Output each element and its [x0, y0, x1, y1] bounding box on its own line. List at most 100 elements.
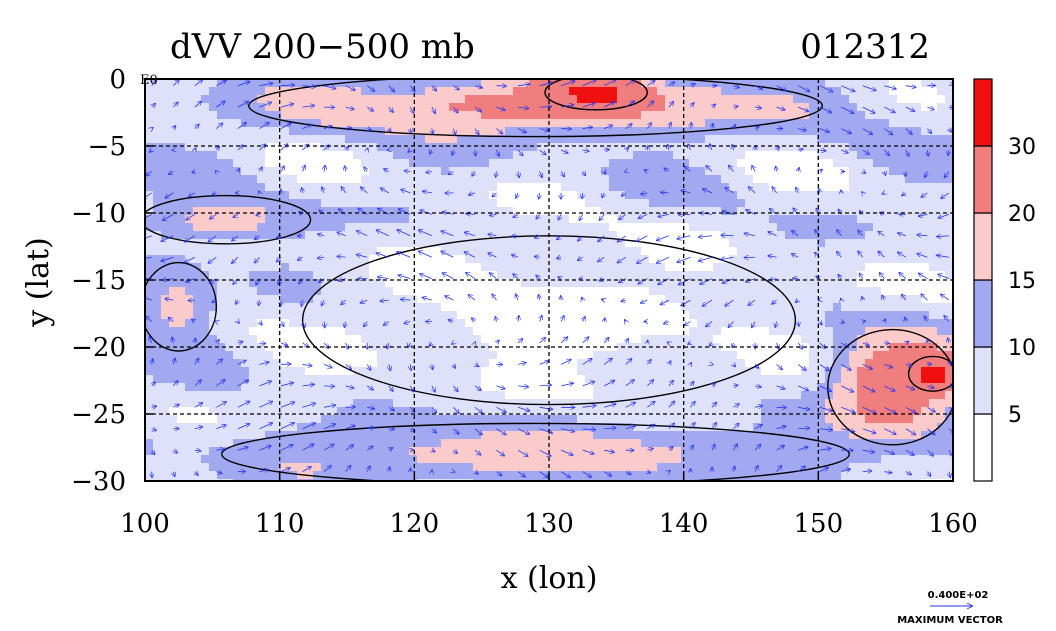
field-cell — [481, 111, 490, 120]
field-cell — [273, 263, 282, 272]
field-cell — [553, 319, 562, 328]
field-cell — [217, 103, 226, 112]
field-cell — [177, 311, 186, 320]
field-cell — [225, 183, 234, 192]
field-cell — [257, 183, 266, 192]
field-cell — [385, 199, 394, 208]
field-cell — [617, 87, 626, 96]
field-cell — [553, 111, 562, 120]
field-cell — [817, 135, 826, 144]
field-cell — [289, 263, 298, 272]
field-cell — [793, 335, 802, 344]
field-cell — [761, 119, 770, 128]
field-cell — [945, 111, 953, 120]
field-cell — [593, 391, 602, 400]
field-cell — [785, 351, 794, 360]
field-cell — [561, 151, 570, 160]
field-cell — [873, 111, 882, 120]
field-cell — [769, 79, 778, 88]
field-cell — [361, 375, 370, 384]
field-cell — [745, 135, 754, 144]
field-cell — [465, 463, 474, 472]
field-cell — [457, 223, 466, 232]
field-cell — [369, 327, 378, 336]
field-cell — [497, 279, 506, 288]
field-cell — [601, 87, 610, 96]
field-cell — [857, 79, 866, 88]
field-cell — [777, 327, 786, 336]
field-cell — [777, 119, 786, 128]
field-cell — [481, 327, 490, 336]
field-cell — [209, 263, 218, 272]
field-cell — [697, 191, 706, 200]
field-cell — [449, 239, 458, 248]
field-cell — [305, 455, 314, 464]
field-cell — [513, 439, 522, 448]
field-cell — [345, 439, 354, 448]
field-cell — [673, 439, 682, 448]
field-cell — [465, 143, 474, 152]
field-cell — [345, 199, 354, 208]
field-cell — [249, 103, 258, 112]
field-cell — [265, 375, 274, 384]
field-cell — [905, 215, 914, 224]
field-cell — [169, 423, 178, 432]
field-cell — [921, 351, 930, 360]
field-cell — [417, 239, 426, 248]
field-cell — [673, 167, 682, 176]
field-cell — [649, 167, 658, 176]
field-cell — [833, 407, 842, 416]
field-cell — [897, 319, 906, 328]
field-cell — [521, 415, 530, 424]
field-cell — [793, 79, 802, 88]
field-cell — [457, 415, 466, 424]
field-cell — [657, 271, 666, 280]
field-cell — [697, 95, 706, 104]
field-cell — [945, 135, 953, 144]
field-cell — [841, 199, 850, 208]
field-cell — [593, 159, 602, 168]
field-cell — [785, 159, 794, 168]
field-cell — [753, 255, 762, 264]
field-cell — [297, 327, 306, 336]
field-cell — [497, 311, 506, 320]
field-cell — [633, 375, 642, 384]
field-cell — [161, 79, 170, 88]
field-cell — [217, 127, 226, 136]
field-cell — [745, 151, 754, 160]
field-cell — [529, 423, 538, 432]
field-cell — [625, 183, 634, 192]
field-cell — [321, 319, 330, 328]
field-cell — [833, 87, 842, 96]
field-cell — [249, 159, 258, 168]
field-cell — [841, 271, 850, 280]
field-cell — [185, 119, 194, 128]
field-cell — [769, 279, 778, 288]
field-cell — [393, 79, 402, 88]
field-cell — [409, 391, 418, 400]
field-cell — [745, 159, 754, 168]
field-cell — [777, 135, 786, 144]
field-cell — [729, 215, 738, 224]
field-cell — [585, 327, 594, 336]
field-cell — [697, 263, 706, 272]
field-cell — [305, 119, 314, 128]
field-cell — [529, 455, 538, 464]
field-cell — [377, 319, 386, 328]
field-cell — [241, 111, 250, 120]
field-cell — [185, 111, 194, 120]
field-cell — [729, 151, 738, 160]
field-cell — [569, 279, 578, 288]
field-cell — [793, 103, 802, 112]
field-cell — [433, 247, 442, 256]
field-cell — [569, 151, 578, 160]
field-cell — [329, 159, 338, 168]
field-cell — [761, 335, 770, 344]
field-cell — [657, 215, 666, 224]
field-cell — [369, 287, 378, 296]
field-cell — [233, 111, 242, 120]
field-cell — [625, 399, 634, 408]
field-cell — [569, 391, 578, 400]
field-cell — [665, 335, 674, 344]
field-cell — [233, 319, 242, 328]
